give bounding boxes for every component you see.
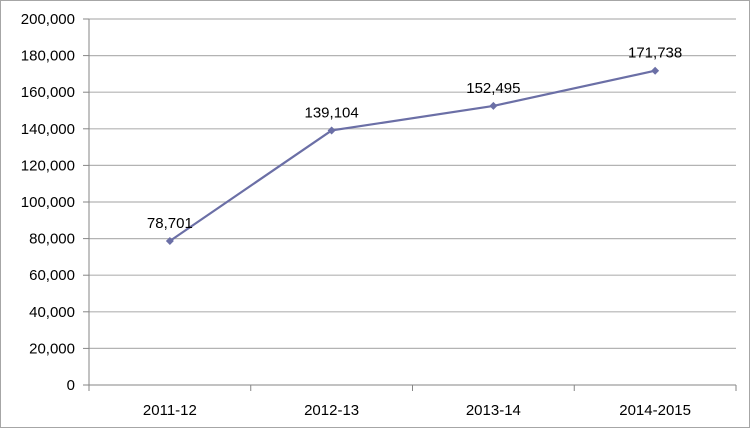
y-tick-label: 60,000 (29, 267, 75, 284)
x-tick-label: 2011-12 (143, 402, 197, 419)
y-tick-label: 100,000 (21, 194, 75, 211)
data-point-marker (651, 66, 660, 75)
series-line (169, 69, 656, 242)
data-label: 78,701 (147, 215, 193, 232)
data-label: 171,738 (628, 45, 682, 62)
data-points (165, 66, 660, 245)
x-tick-label: 2014-2015 (619, 402, 691, 419)
x-axis-tick-labels: 2011-12 2012-13 2013-14 2014-2015 (143, 402, 691, 419)
data-label: 139,104 (305, 104, 359, 121)
data-label: 152,495 (466, 80, 520, 97)
x-tick-label: 2013-14 (466, 402, 521, 419)
axes (83, 18, 737, 391)
series-line-path (169, 69, 656, 242)
y-tick-label: 80,000 (29, 231, 75, 248)
y-axis-tick-labels: 0 20,000 40,000 60,000 80,000 100,000 120,000 1… (21, 11, 75, 394)
y-tick-label: 200,000 (21, 11, 75, 28)
y-tick-label: 20,000 (29, 340, 75, 357)
y-tick-label: 140,000 (21, 121, 75, 138)
data-point-marker (327, 126, 336, 135)
y-tick-label: 180,000 (21, 48, 75, 65)
x-tick-label: 2012-13 (304, 402, 359, 419)
data-labels: 78,701 139,104 152,495 171,738 (147, 45, 682, 232)
y-tick-label: 160,000 (21, 84, 75, 101)
gridlines (89, 18, 736, 349)
data-point-marker (165, 236, 174, 245)
y-tick-label: 0 (67, 377, 75, 394)
data-point-marker (489, 101, 498, 110)
y-tick-label: 40,000 (29, 304, 75, 321)
y-tick-label: 120,000 (21, 157, 75, 174)
